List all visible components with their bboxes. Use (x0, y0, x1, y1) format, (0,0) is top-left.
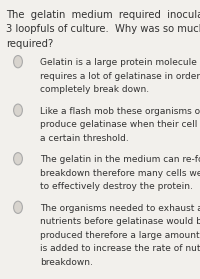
Circle shape (14, 201, 22, 213)
Text: breakdown therefore many cells were needed: breakdown therefore many cells were need… (40, 169, 200, 178)
Circle shape (14, 56, 22, 68)
Text: breakdown.: breakdown. (40, 258, 93, 266)
Circle shape (14, 153, 22, 165)
Text: Like a flash mob these organisms only: Like a flash mob these organisms only (40, 107, 200, 116)
Text: The gelatin in the medium can re-form after: The gelatin in the medium can re-form af… (40, 155, 200, 164)
Text: to effectively destroy the protein.: to effectively destroy the protein. (40, 182, 193, 191)
Text: The organisms needed to exhaust all other: The organisms needed to exhaust all othe… (40, 204, 200, 213)
Text: is added to increase the rate of nutrient: is added to increase the rate of nutrien… (40, 244, 200, 253)
Text: required?: required? (6, 39, 53, 49)
Text: Gelatin is a large protein molecule that: Gelatin is a large protein molecule that (40, 58, 200, 67)
Text: produce gelatinase when their cell density hits: produce gelatinase when their cell densi… (40, 120, 200, 129)
Text: a certain threshold.: a certain threshold. (40, 134, 129, 143)
Text: nutrients before gelatinase would be: nutrients before gelatinase would be (40, 217, 200, 226)
Text: produced therefore a large amount of culture: produced therefore a large amount of cul… (40, 231, 200, 240)
Text: 3 loopfuls of culture.  Why was so much organism: 3 loopfuls of culture. Why was so much o… (6, 24, 200, 34)
Circle shape (14, 104, 22, 116)
Text: completely break down.: completely break down. (40, 85, 149, 94)
Text: The  gelatin  medium  required  inoculation  with: The gelatin medium required inoculation … (6, 10, 200, 20)
Text: requires a lot of gelatinase in order to: requires a lot of gelatinase in order to (40, 72, 200, 81)
